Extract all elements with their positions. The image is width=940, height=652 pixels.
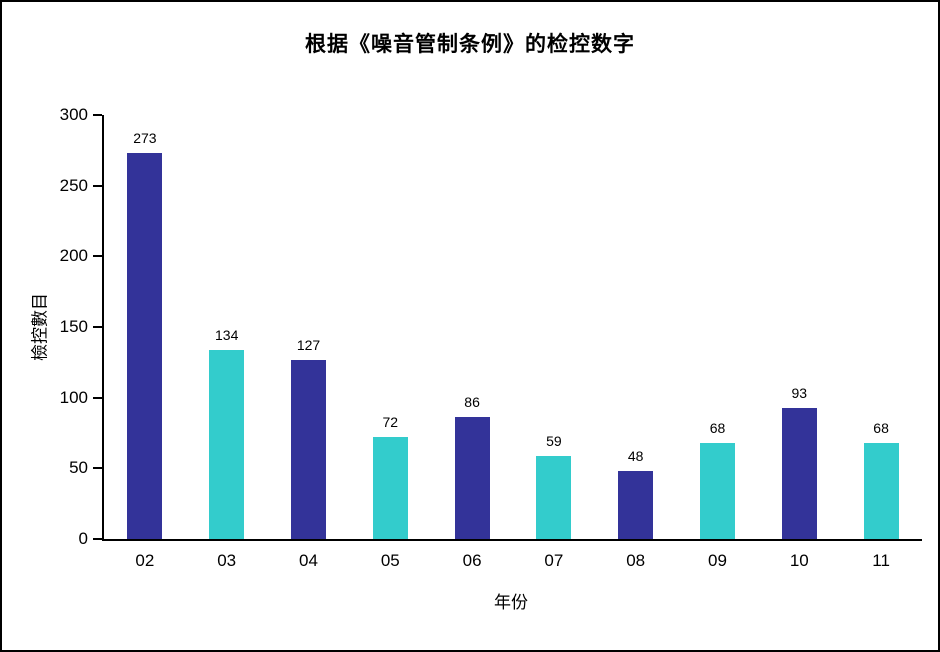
x-tick-label: 02: [135, 551, 155, 570]
x-tick-label: 10: [789, 551, 809, 570]
x-axis-title: 年份: [494, 593, 528, 612]
y-tick-label: 100: [59, 387, 88, 407]
x-tick-label: 09: [708, 551, 727, 570]
bar-value-label: 59: [546, 432, 562, 449]
y-tick-mark: [93, 538, 102, 540]
y-tick-label: 50: [69, 458, 88, 478]
bar: [291, 359, 326, 539]
plot-area: 0 50 100 150 200 250 300 273 134 127 72 86 59 48 68 93…: [60, 106, 922, 570]
x-tick-label: 05: [380, 551, 400, 570]
y-tick-mark: [93, 114, 102, 116]
x-tick-label: 06: [462, 551, 482, 570]
x-tick-label: 07: [544, 551, 564, 570]
bar: [209, 349, 245, 539]
bar: [454, 417, 490, 539]
bar: [618, 471, 654, 539]
y-tick-mark: [93, 467, 102, 470]
bar-value-label: 86: [464, 394, 480, 411]
y-axis-title: 檢控數目: [30, 293, 50, 361]
bar-value-label: 134: [215, 326, 239, 343]
bar-value-label: 48: [627, 448, 644, 465]
y-tick-mark: [93, 255, 102, 258]
bar-value-label: 72: [382, 414, 399, 431]
bar: [372, 437, 408, 539]
y-tick-label: 200: [59, 246, 88, 266]
bar-value-label: 68: [873, 419, 889, 436]
bar-value-label: 93: [791, 384, 808, 401]
bar: [536, 455, 572, 539]
y-tick-mark: [93, 326, 102, 328]
bar-value-label: 68: [709, 419, 726, 436]
bar: [127, 153, 163, 539]
x-tick-label: 08: [626, 551, 646, 570]
x-tick-label: 03: [217, 551, 237, 570]
bar: [781, 407, 817, 539]
y-tick-label: 250: [59, 175, 88, 195]
x-tick-label: 11: [872, 551, 890, 570]
bar-value-label: 273: [133, 130, 157, 147]
bar-value-label: 127: [296, 336, 321, 353]
y-tick-mark: [93, 396, 102, 399]
y-tick-label: 0: [78, 529, 88, 548]
x-tick-label: 04: [299, 551, 318, 570]
chart-title: 根据《噪音管制条例》的检控数字: [305, 33, 635, 56]
bar: [863, 442, 899, 539]
bar: [700, 442, 735, 539]
y-tick-label: 150: [59, 317, 88, 336]
y-tick-mark: [93, 184, 102, 187]
y-tick-label: 300: [59, 105, 88, 124]
